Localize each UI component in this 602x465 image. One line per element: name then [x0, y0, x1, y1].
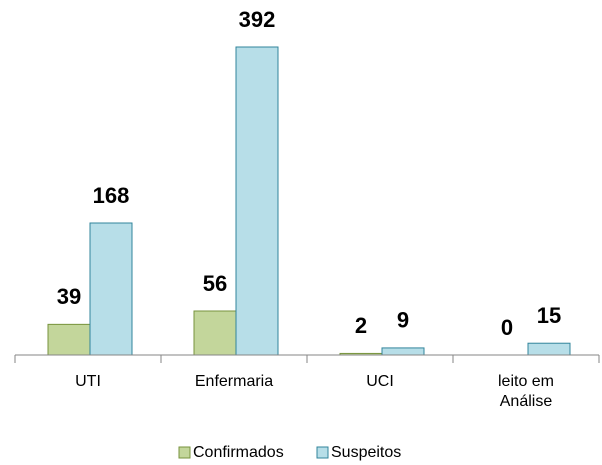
bar [47, 323, 91, 356]
data-label: 392 [239, 7, 276, 32]
bar [235, 46, 279, 356]
bar [381, 347, 425, 356]
legend-swatch [178, 446, 191, 459]
x-tick-label: leito em Análise [497, 373, 555, 410]
bar [193, 310, 237, 356]
x-tick-label: UTI [75, 373, 101, 390]
data-label: 2 [355, 313, 367, 338]
bar [89, 222, 133, 356]
data-label: 0 [501, 315, 513, 340]
data-label: 168 [93, 183, 130, 208]
data-label: 56 [203, 271, 227, 296]
legend-label: Confirmados [193, 444, 284, 461]
data-label: 9 [397, 308, 409, 333]
legend-label: Suspeitos [331, 444, 401, 461]
bar [527, 342, 571, 356]
data-label: 39 [57, 284, 81, 309]
legend-swatch [316, 446, 329, 459]
x-tick-label: UCI [366, 373, 394, 390]
x-tick-label: Enfermaria [194, 373, 274, 390]
data-label: 15 [537, 303, 561, 328]
